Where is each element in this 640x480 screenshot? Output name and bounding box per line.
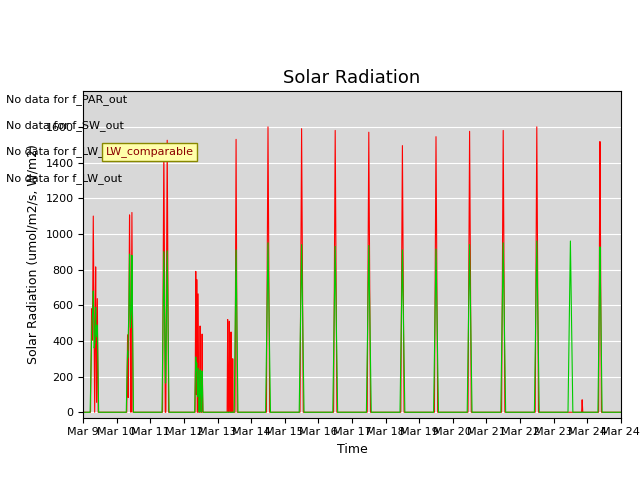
X-axis label: Time: Time [337, 443, 367, 456]
SW_in [244, 409, 252, 415]
SW_in [533, 238, 541, 244]
PAR_in [548, 409, 556, 415]
Text: No data for f_PAR_out: No data for f_PAR_out [6, 94, 127, 105]
Y-axis label: Solar Radiation (umol/m2/s, W/m2): Solar Radiation (umol/m2/s, W/m2) [27, 144, 40, 364]
PAR_in [219, 409, 227, 415]
PAR_in [321, 409, 328, 415]
PAR_in [244, 409, 252, 415]
Line: SW_in: SW_in [83, 241, 621, 412]
SW_in [548, 409, 556, 415]
PAR_in [483, 409, 491, 415]
Text: LW_comparable: LW_comparable [106, 146, 194, 157]
SW_in [483, 409, 491, 415]
Text: No data for f_LW_out: No data for f_LW_out [6, 173, 122, 184]
Line: PAR_in: PAR_in [83, 127, 621, 412]
SW_in [617, 409, 625, 415]
PAR_in [79, 409, 87, 415]
SW_in [219, 409, 227, 415]
Text: No data for f_SW_out: No data for f_SW_out [6, 120, 124, 131]
SW_in [98, 409, 106, 415]
PAR_in [617, 409, 625, 415]
Title: Solar Radiation: Solar Radiation [284, 69, 420, 87]
SW_in [321, 409, 328, 415]
PAR_in [98, 409, 106, 415]
SW_in [79, 409, 87, 415]
Text: No data for f_LW_in: No data for f_LW_in [6, 146, 115, 157]
PAR_in [264, 124, 272, 130]
